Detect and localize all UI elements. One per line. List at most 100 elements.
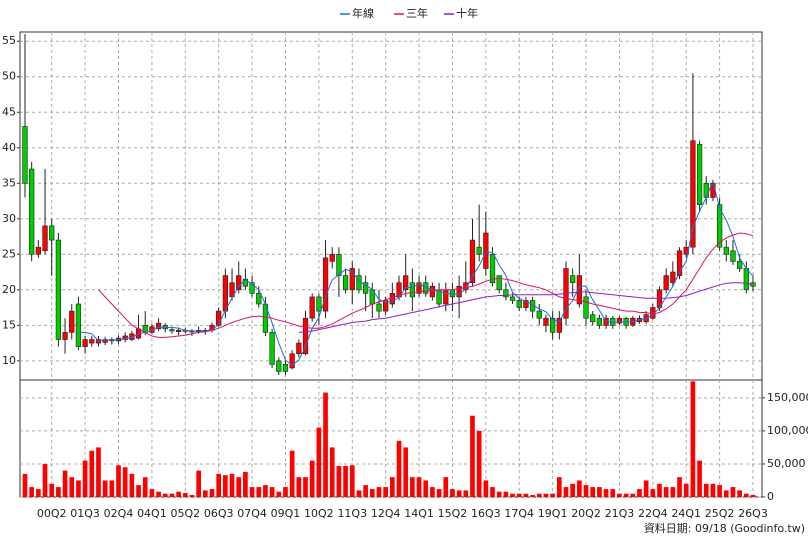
volume-bar [717,485,722,497]
candle-body [416,282,422,294]
candle-body [55,239,62,340]
y2-tick-label: 100,000 [767,424,808,437]
candle-body [676,250,683,276]
candle-body [503,289,509,298]
y2-tick-label: 150,000 [767,391,808,404]
candle-body [175,329,182,333]
candle-body [62,332,68,340]
candle-body [169,329,175,332]
candle-body [429,285,436,298]
candle-body [716,204,723,248]
volume-bar [710,483,716,497]
volume-bar [156,491,161,497]
y-tick-label: 45 [2,105,16,118]
volume-bar [556,477,562,497]
legend-label: 三年 [406,6,428,20]
y-tick-label: 10 [2,354,16,367]
volume-bar [476,430,482,497]
volume-bar [650,489,656,497]
volume-bar [142,477,148,497]
volume-bar [62,470,68,497]
volume-bar [703,483,709,497]
volume-bar [597,487,602,497]
volume-bar [523,493,529,497]
candle-body [663,275,669,291]
volume-bar [296,477,302,497]
candle-body [289,353,295,369]
candle-body [743,268,749,291]
y-tick-label: 20 [2,283,16,296]
candle-body [523,300,529,308]
volume-bar [149,489,155,497]
volume-bar [309,460,315,497]
volume-bar [129,473,135,497]
volume-bar [470,415,475,497]
candle-body [122,335,128,340]
x-tick-label: 24Q1 [671,507,701,520]
volume-bar [530,495,535,497]
volume-bar [637,489,642,497]
volume-bar [577,480,582,497]
x-tick-label: 11Q3 [337,507,367,520]
candle-body [696,143,703,205]
volume-bar [349,465,355,497]
candle-body [703,182,709,198]
x-tick-label: 00Q2 [37,507,67,520]
y-tick-label: 50 [2,70,16,83]
candle-body [229,282,235,298]
volume-bar [82,460,88,497]
x-tick-label: 04Q1 [137,507,167,520]
y-tick-label: 40 [2,141,16,154]
volume-bar [396,440,402,497]
candle-body [362,282,369,294]
candle-body [737,261,743,269]
volume-bar [209,489,215,497]
x-tick-label: 15Q2 [438,507,468,520]
candle-body [443,289,449,305]
candle-body [49,225,55,241]
volume-bar [249,487,255,497]
candle-body [596,317,603,326]
volume-bar [663,487,669,497]
volume-bar [436,489,442,497]
volume-bar [109,480,115,497]
volume-bar [583,485,589,497]
volume-bar [223,475,228,497]
candle-body [509,296,516,301]
volume-bar [563,487,569,497]
x-tick-label: 09Q1 [271,507,301,520]
volume-bar [216,473,222,497]
candle-body [476,246,482,255]
price-frame [19,31,763,381]
candle-body [296,342,302,355]
volume-bar [743,493,749,497]
ma-line [98,232,754,338]
x-tick-label: 25Q2 [705,507,735,520]
volume-bar [116,465,121,497]
x-tick-label: 06Q3 [204,507,234,520]
volume-bar [69,477,75,497]
candle-body [730,250,736,262]
candle-body [89,339,95,344]
volume-bar [369,489,375,497]
note: 資料日期: 09/18 (Goodinfo.tw) [644,521,805,535]
candle-body [29,168,35,255]
x-tick-label: 20Q2 [571,507,601,520]
candle-body [342,275,349,291]
volume-bar [730,487,736,497]
candle-body [616,317,623,324]
candle-body [516,300,522,308]
x-tick-label: 16Q3 [471,507,501,520]
y-tick-label: 55 [2,34,16,47]
candle-body [556,317,562,333]
volume-bar [229,473,235,497]
candle-body [489,253,496,284]
y-tick-label: 15 [2,318,16,331]
volume-bar [323,392,328,497]
y-tick-label: 25 [2,247,16,260]
candle-body [576,275,582,305]
volume-bar [289,450,295,497]
y2-tick-label: 50,000 [767,457,806,470]
x-tick-label: 21Q3 [605,507,635,520]
